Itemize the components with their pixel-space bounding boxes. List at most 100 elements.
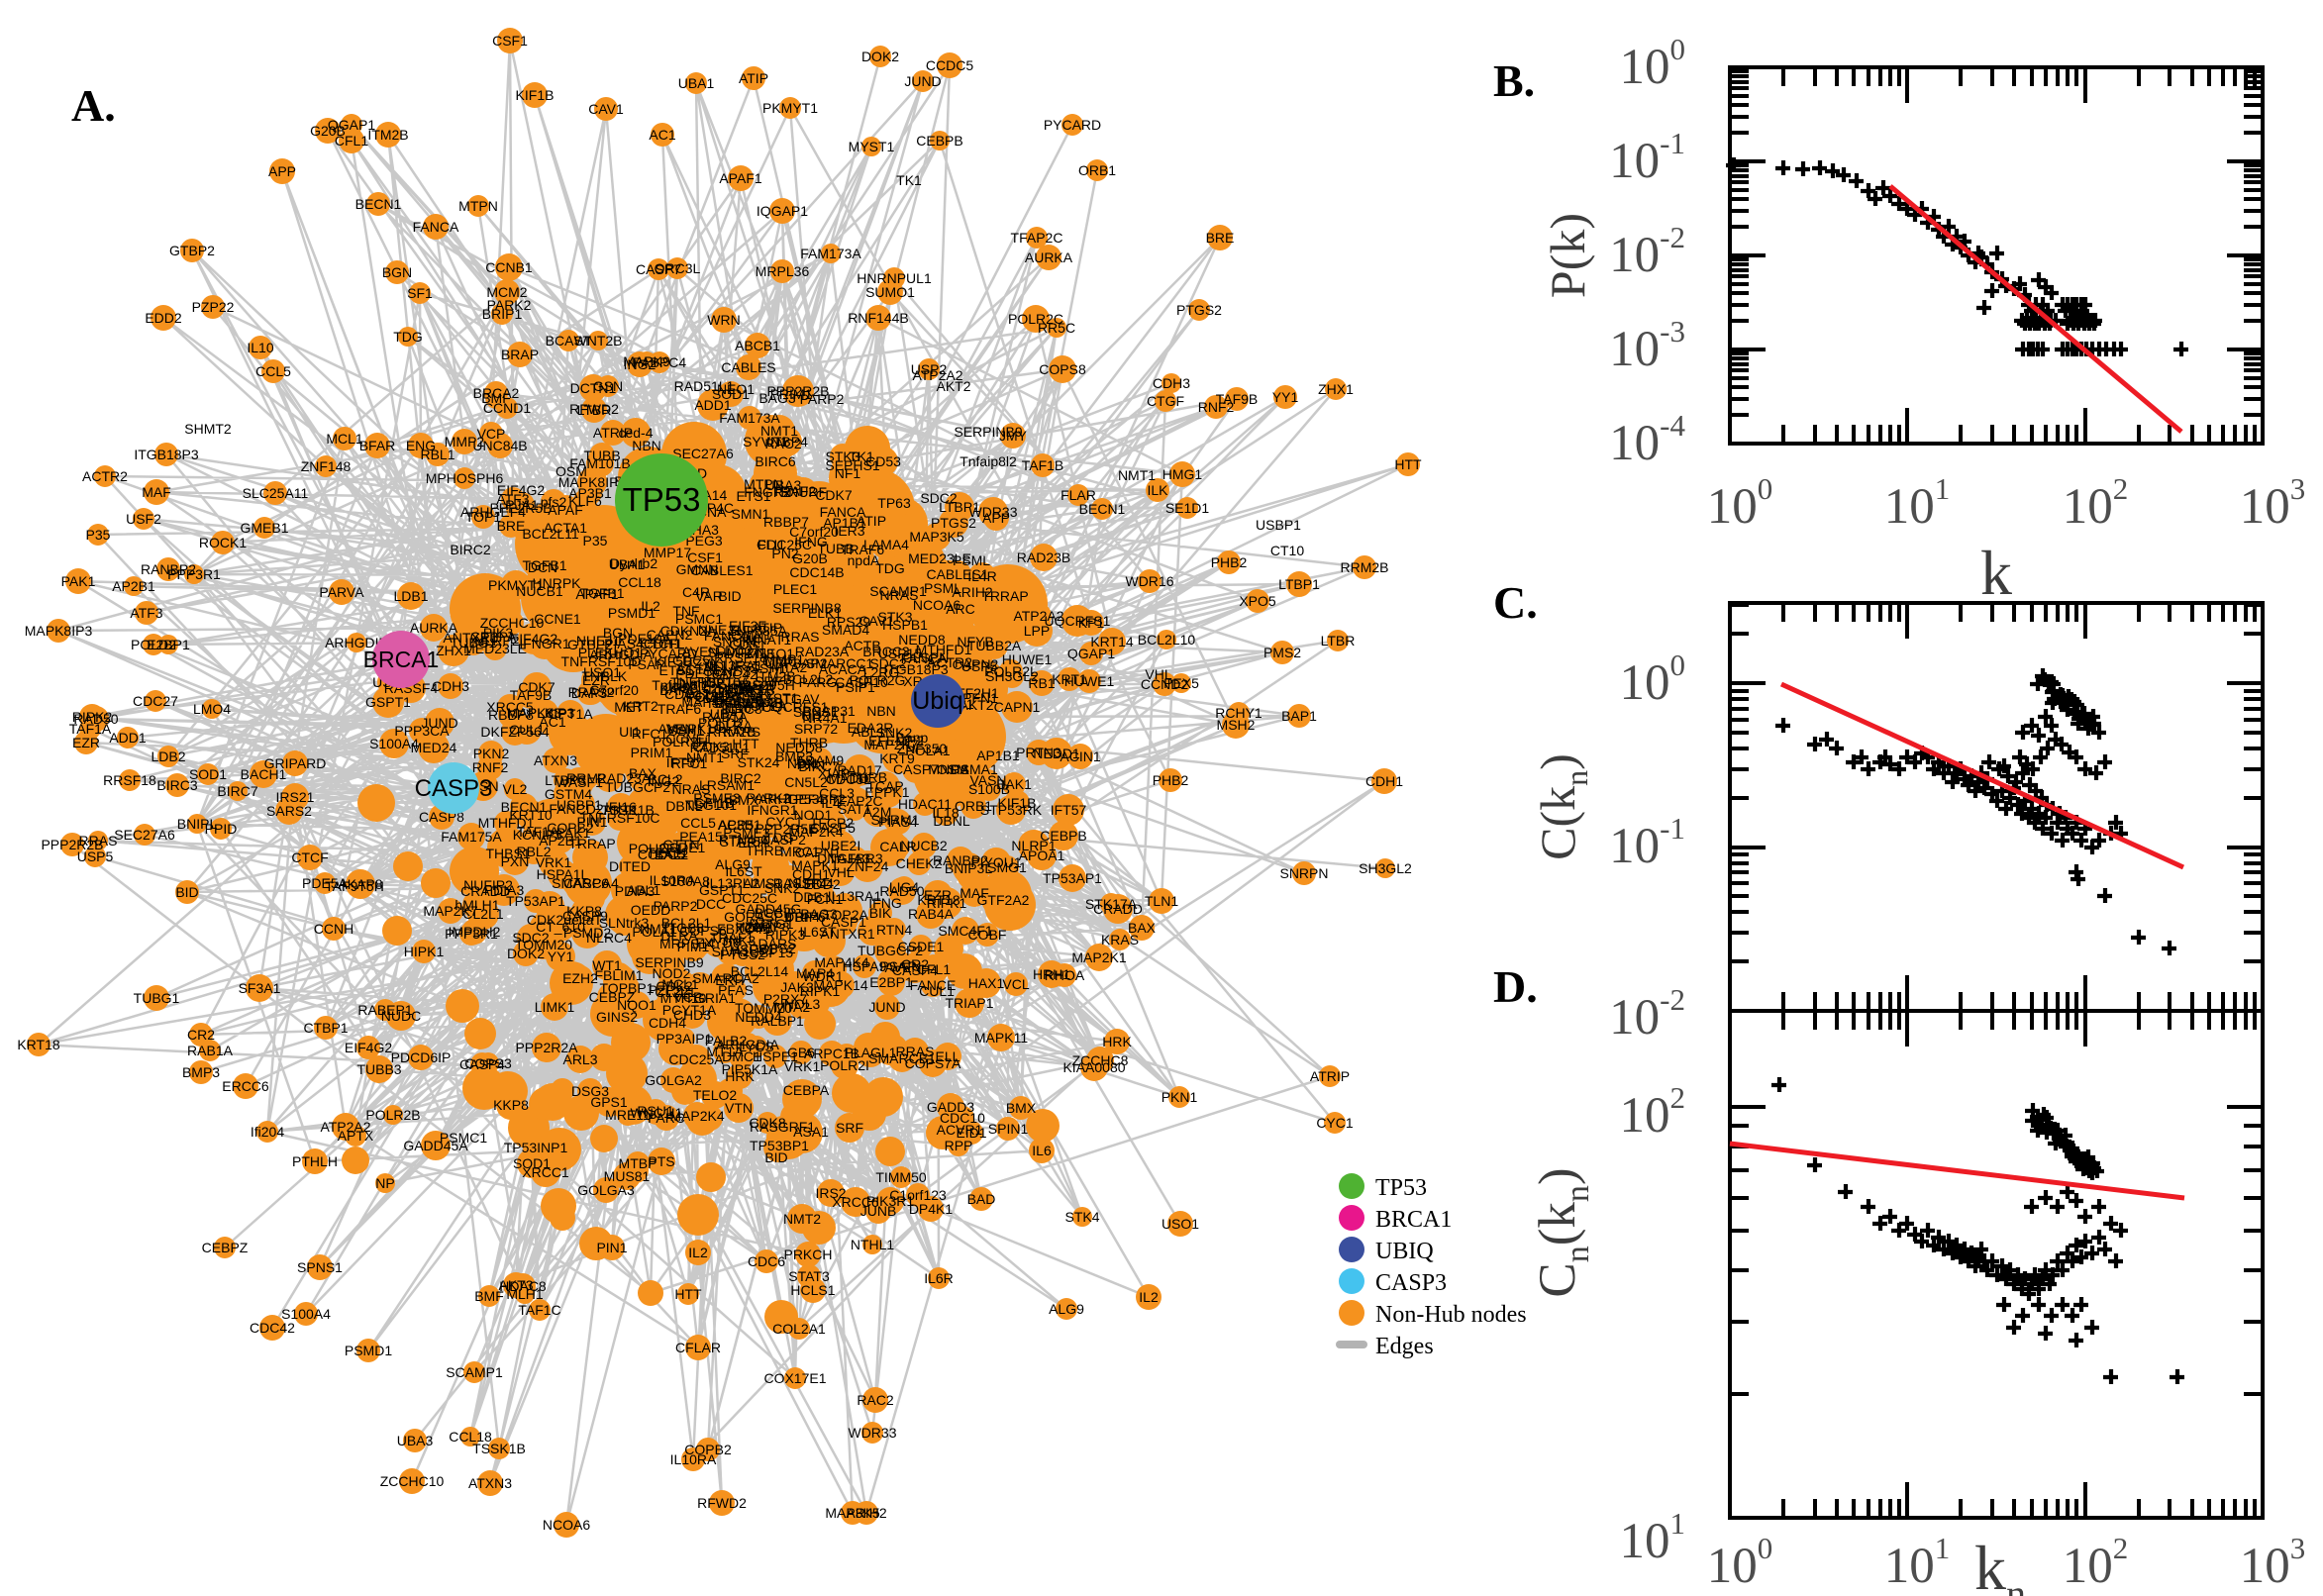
svg-text:HAX1: HAX1 [968, 975, 1005, 991]
svg-text:IFT57: IFT57 [666, 754, 703, 770]
svg-text:XPO5: XPO5 [1239, 593, 1276, 609]
svg-text:PIP5K1A: PIP5K1A [722, 1061, 778, 1077]
svg-text:CDC27: CDC27 [133, 693, 178, 709]
svg-text:RTN4: RTN4 [876, 922, 913, 938]
svg-text:KIAA0080: KIAA0080 [1062, 1059, 1125, 1075]
svg-text:BID: BID [175, 884, 198, 900]
svg-text:C7orf20: C7orf20 [589, 682, 639, 698]
svg-text:SH3GL2: SH3GL2 [1359, 860, 1412, 876]
svg-text:ORB1: ORB1 [1078, 162, 1116, 178]
svg-text:SRF: SRF [755, 673, 782, 689]
svg-text:EZR: EZR [924, 887, 952, 903]
svg-text:LTBR: LTBR [1321, 633, 1356, 648]
svg-text:USBP1: USBP1 [1256, 517, 1301, 533]
svg-text:GOLGA2: GOLGA2 [645, 1072, 702, 1088]
svg-text:BMP3: BMP3 [182, 1064, 220, 1080]
svg-text:PAK1: PAK1 [61, 573, 96, 589]
svg-text:E2BP1: E2BP1 [147, 637, 190, 652]
svg-text:RAB1A: RAB1A [187, 1043, 234, 1058]
svg-text:POLA1: POLA1 [905, 743, 950, 758]
svg-text:KIF1B: KIF1B [516, 87, 555, 103]
svg-text:MYST1: MYST1 [849, 139, 895, 154]
svg-text:FAM173A: FAM173A [719, 410, 780, 426]
svg-text:BID: BID [764, 1149, 787, 1165]
svg-text:VCL: VCL [1002, 976, 1029, 992]
svg-text:DP4K1: DP4K1 [909, 1201, 954, 1217]
svg-text:ATP2A2: ATP2A2 [320, 1119, 370, 1135]
svg-text:PSML: PSML [924, 580, 961, 596]
svg-text:SEC27A6: SEC27A6 [114, 827, 175, 843]
svg-text:RNF144B: RNF144B [848, 310, 908, 326]
svg-text:CEBPA: CEBPA [783, 1082, 830, 1098]
svg-text:CD53: CD53 [865, 453, 901, 469]
svg-text:RRAS: RRAS [896, 1044, 935, 1059]
svg-text:TRAF6: TRAF6 [657, 701, 702, 717]
svg-text:PKN1: PKN1 [1162, 1089, 1198, 1105]
svg-text:TFAP2C: TFAP2C [1011, 230, 1063, 246]
svg-text:IL13RA1: IL13RA1 [828, 888, 882, 904]
svg-text:B.: B. [1493, 55, 1535, 106]
svg-text:ITM2B: ITM2B [367, 127, 408, 143]
svg-text:SNRPN: SNRPN [1279, 865, 1328, 881]
svg-text:VASN: VASN [969, 772, 1006, 788]
svg-text:RPS29: RPS29 [827, 614, 871, 630]
svg-text:STK3: STK3 [877, 609, 912, 625]
svg-text:DCC: DCC [696, 896, 726, 912]
svg-text:OSM: OSM [556, 463, 587, 479]
svg-text:MAF: MAF [142, 484, 171, 500]
svg-text:RBBP7: RBBP7 [763, 514, 809, 530]
svg-text:ACTR2: ACTR2 [82, 468, 128, 484]
svg-text:SCAMP1: SCAMP1 [446, 1364, 503, 1380]
svg-text:NMT2: NMT2 [783, 1211, 821, 1227]
svg-text:PPP3CA: PPP3CA [394, 723, 450, 739]
svg-text:IL6R: IL6R [924, 1270, 954, 1286]
svg-text:MRC1: MRC1 [780, 844, 820, 859]
svg-text:LTBP1: LTBP1 [1278, 576, 1320, 592]
svg-text:DKFZP564: DKFZP564 [480, 724, 549, 740]
svg-text:NLRP2: NLRP2 [474, 633, 519, 648]
svg-text:CAPN1: CAPN1 [994, 699, 1041, 715]
svg-text:GPS1: GPS1 [590, 1094, 628, 1110]
svg-text:CCNE1: CCNE1 [534, 611, 581, 627]
svg-text:UBA1: UBA1 [678, 75, 715, 91]
svg-text:PARK2: PARK2 [487, 297, 532, 313]
svg-text:TRRAP: TRRAP [568, 836, 615, 851]
svg-text:LAMA4: LAMA4 [863, 537, 909, 552]
svg-text:PKMYT1: PKMYT1 [762, 100, 818, 116]
svg-text:CDC10: CDC10 [940, 1110, 985, 1126]
svg-text:EIF4G2: EIF4G2 [345, 1040, 392, 1055]
svg-text:NBN: NBN [632, 438, 661, 453]
svg-text:MPHOSPH6: MPHOSPH6 [426, 470, 504, 486]
svg-text:LDB2: LDB2 [151, 748, 185, 764]
svg-text:CDC25C: CDC25C [757, 537, 812, 552]
svg-text:PIK3R1: PIK3R1 [866, 1193, 914, 1209]
svg-text:BECN1: BECN1 [1079, 501, 1126, 517]
svg-text:BCL2L1: BCL2L1 [661, 915, 712, 931]
svg-text:RNF2: RNF2 [472, 759, 509, 775]
svg-text:BACH1: BACH1 [241, 766, 287, 782]
svg-text:PIM1: PIM1 [677, 939, 710, 954]
svg-text:SPNS1: SPNS1 [297, 1259, 343, 1275]
svg-text:NUCB2: NUCB2 [900, 838, 948, 853]
svg-text:USO1: USO1 [1162, 1216, 1199, 1232]
svg-text:TIMM50: TIMM50 [875, 1169, 927, 1185]
svg-text:ELL: ELL [936, 1048, 960, 1064]
svg-text:PSMD1: PSMD1 [608, 605, 656, 621]
svg-text:WDR16: WDR16 [1125, 573, 1173, 589]
svg-text:UQCRFS1: UQCRFS1 [762, 699, 829, 715]
svg-text:RBBP8: RBBP8 [488, 707, 534, 723]
svg-text:NEDD8: NEDD8 [898, 632, 946, 648]
svg-text:ZNF148: ZNF148 [301, 458, 352, 474]
svg-text:CEBPB: CEBPB [916, 133, 962, 149]
svg-text:GSN: GSN [593, 378, 623, 394]
svg-text:ABCB1: ABCB1 [735, 338, 780, 353]
svg-text:BECN1: BECN1 [355, 196, 402, 212]
svg-text:STAT3: STAT3 [788, 1268, 830, 1284]
svg-text:TAF9B: TAF9B [1216, 391, 1259, 407]
svg-text:LIMK1: LIMK1 [535, 999, 575, 1015]
svg-text:KCNIP3: KCNIP3 [513, 827, 563, 843]
svg-text:IQGAP1: IQGAP1 [757, 203, 808, 219]
svg-text:RBL1: RBL1 [420, 447, 454, 462]
svg-text:CABLES1: CABLES1 [690, 562, 753, 578]
svg-text:SMC4F1: SMC4F1 [938, 923, 992, 939]
